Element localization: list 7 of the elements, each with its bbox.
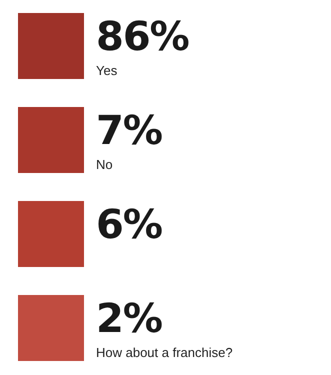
data-label: 7% (96, 108, 162, 154)
data-label: 6% (96, 202, 162, 248)
data-label: 86% (96, 14, 189, 60)
category-label: No (96, 157, 113, 172)
category-label: How about a franchise? (96, 345, 233, 360)
category-label: Yes (96, 63, 118, 78)
data-label: 2% (96, 296, 162, 342)
